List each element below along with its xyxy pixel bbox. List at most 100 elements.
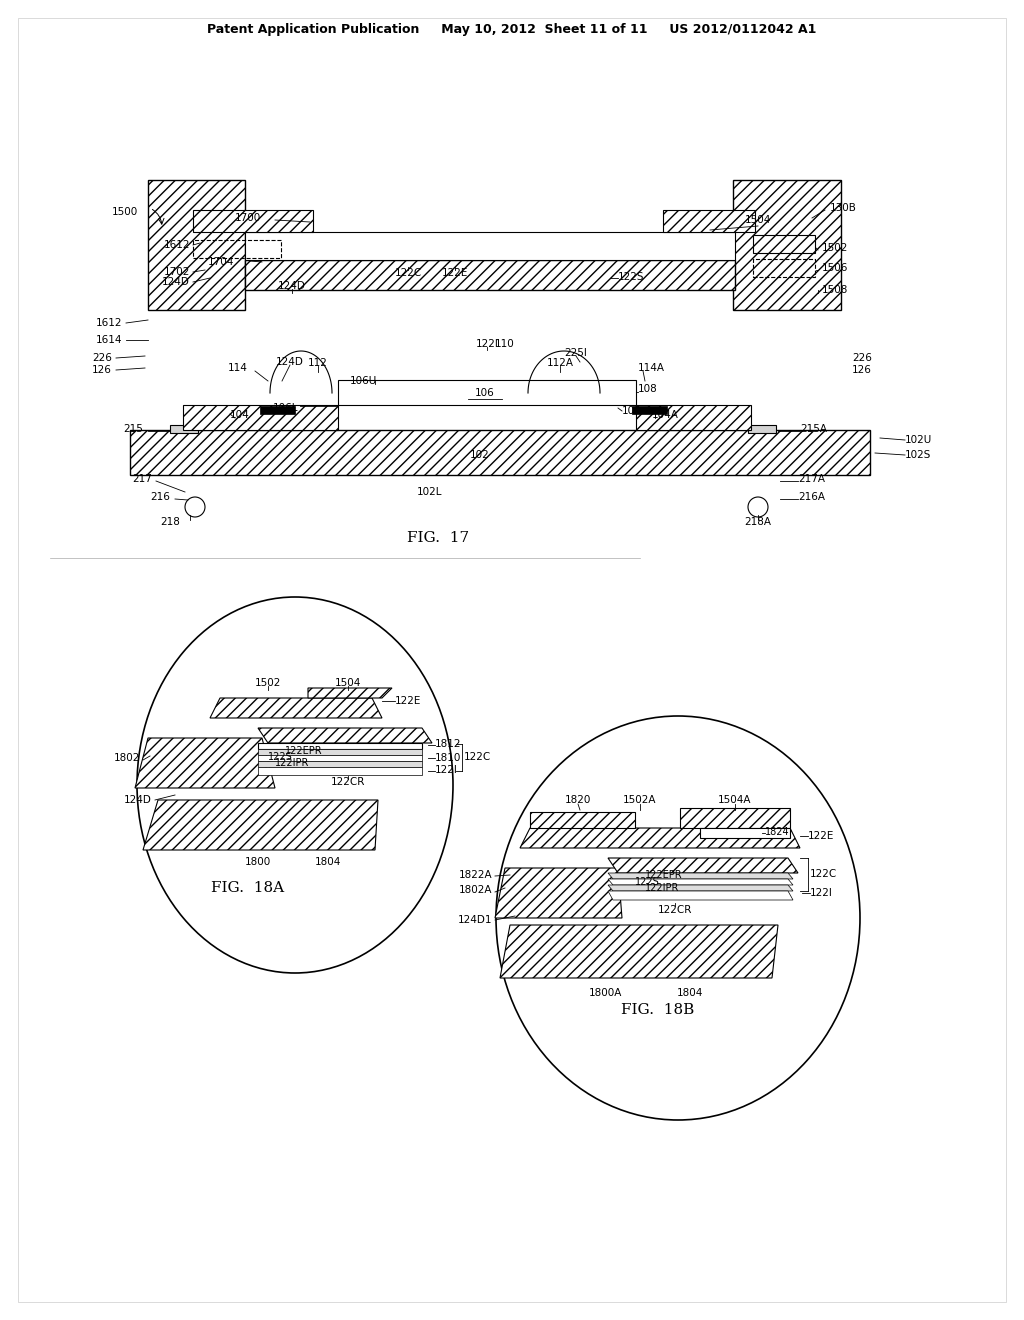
Text: 104A: 104A bbox=[652, 411, 679, 420]
Text: 1802A: 1802A bbox=[459, 884, 492, 895]
Text: 1822A: 1822A bbox=[459, 870, 492, 880]
Bar bbox=[663, 210, 755, 232]
Bar bbox=[193, 240, 281, 257]
Text: 1802: 1802 bbox=[114, 752, 140, 763]
Text: 215: 215 bbox=[123, 424, 143, 434]
Text: 126: 126 bbox=[852, 366, 871, 375]
Text: 126: 126 bbox=[92, 366, 112, 375]
Text: 122E: 122E bbox=[441, 268, 468, 279]
Text: 1700: 1700 bbox=[234, 213, 261, 223]
Text: 112A: 112A bbox=[547, 358, 573, 368]
Text: 124D: 124D bbox=[276, 356, 304, 367]
Text: 122C: 122C bbox=[394, 268, 422, 279]
Polygon shape bbox=[308, 688, 392, 698]
Text: 122IPR: 122IPR bbox=[275, 758, 309, 768]
Text: 1502: 1502 bbox=[822, 243, 848, 253]
Text: 226: 226 bbox=[92, 352, 112, 363]
Text: 108: 108 bbox=[638, 384, 657, 393]
Text: 1504: 1504 bbox=[744, 215, 771, 224]
Bar bbox=[636, 405, 751, 430]
Polygon shape bbox=[495, 869, 622, 917]
Text: 122I: 122I bbox=[810, 888, 833, 898]
Text: 109: 109 bbox=[622, 407, 642, 416]
Text: Patent Application Publication     May 10, 2012  Sheet 11 of 11     US 2012/0112: Patent Application Publication May 10, 2… bbox=[207, 24, 817, 37]
Text: 1614: 1614 bbox=[95, 335, 122, 345]
Polygon shape bbox=[143, 800, 378, 850]
Text: 106U: 106U bbox=[350, 376, 377, 385]
Text: 1810: 1810 bbox=[435, 752, 462, 763]
Text: 1702: 1702 bbox=[164, 267, 190, 277]
Text: 218A: 218A bbox=[744, 517, 771, 527]
Text: 1824: 1824 bbox=[765, 828, 790, 837]
Text: 124D: 124D bbox=[124, 795, 152, 805]
Text: 124D1: 124D1 bbox=[458, 915, 492, 925]
Bar bbox=[170, 425, 198, 433]
Text: FIG.  18A: FIG. 18A bbox=[211, 880, 285, 895]
Text: 1612: 1612 bbox=[164, 240, 190, 249]
Text: 122EPR: 122EPR bbox=[645, 870, 683, 880]
Text: 122E: 122E bbox=[395, 696, 421, 706]
Text: 122C: 122C bbox=[810, 869, 838, 879]
Text: 1800A: 1800A bbox=[589, 987, 622, 998]
Polygon shape bbox=[258, 729, 432, 743]
Text: 1504A: 1504A bbox=[718, 795, 752, 805]
Bar bbox=[148, 180, 245, 310]
Text: 102: 102 bbox=[470, 450, 489, 459]
Polygon shape bbox=[700, 828, 790, 838]
Bar bbox=[753, 235, 815, 253]
Text: 217: 217 bbox=[132, 474, 152, 484]
Text: 1508: 1508 bbox=[822, 285, 848, 294]
Polygon shape bbox=[258, 743, 422, 748]
Text: 124D: 124D bbox=[162, 277, 190, 286]
Polygon shape bbox=[608, 858, 798, 873]
Polygon shape bbox=[258, 755, 422, 762]
Text: 122CR: 122CR bbox=[657, 906, 692, 915]
Bar bbox=[733, 180, 841, 310]
Text: 124D: 124D bbox=[279, 281, 306, 290]
Polygon shape bbox=[258, 748, 422, 755]
Polygon shape bbox=[258, 767, 422, 775]
Polygon shape bbox=[608, 891, 793, 900]
Text: 1500: 1500 bbox=[112, 207, 138, 216]
Circle shape bbox=[185, 498, 205, 517]
Polygon shape bbox=[135, 738, 275, 788]
Text: 114: 114 bbox=[228, 363, 248, 374]
Text: 218: 218 bbox=[160, 517, 180, 527]
Text: 1812: 1812 bbox=[435, 739, 462, 748]
Text: 122I: 122I bbox=[475, 339, 499, 348]
Text: FIG.  17: FIG. 17 bbox=[407, 531, 469, 545]
Circle shape bbox=[748, 498, 768, 517]
Polygon shape bbox=[680, 808, 790, 828]
Text: 1506: 1506 bbox=[822, 263, 848, 273]
Polygon shape bbox=[210, 698, 382, 718]
Bar bbox=[338, 380, 636, 405]
Text: 106: 106 bbox=[475, 388, 495, 399]
Text: 1612: 1612 bbox=[95, 318, 122, 327]
Text: 122C: 122C bbox=[464, 752, 492, 762]
Polygon shape bbox=[608, 873, 793, 879]
Polygon shape bbox=[608, 884, 793, 891]
Text: 216: 216 bbox=[151, 492, 170, 502]
Text: 226: 226 bbox=[852, 352, 871, 363]
Bar bbox=[260, 407, 295, 414]
Text: 122IPR: 122IPR bbox=[645, 883, 679, 894]
Bar bbox=[748, 425, 776, 433]
Polygon shape bbox=[258, 762, 422, 767]
Text: 216A: 216A bbox=[798, 492, 825, 502]
Text: 1800: 1800 bbox=[245, 857, 271, 867]
Text: FIG.  18B: FIG. 18B bbox=[622, 1003, 694, 1016]
Text: 1502: 1502 bbox=[255, 678, 282, 688]
Polygon shape bbox=[500, 925, 778, 978]
Text: 130B: 130B bbox=[830, 203, 857, 213]
Polygon shape bbox=[520, 828, 800, 847]
Text: 122CR: 122CR bbox=[331, 777, 366, 787]
Bar bbox=[130, 430, 870, 475]
Text: 122S: 122S bbox=[635, 876, 659, 887]
Text: 102L: 102L bbox=[417, 487, 442, 498]
Text: 225I: 225I bbox=[564, 348, 588, 358]
Polygon shape bbox=[608, 879, 793, 884]
Bar bbox=[245, 232, 735, 260]
Text: 112: 112 bbox=[308, 358, 328, 368]
Text: 1704: 1704 bbox=[208, 257, 234, 267]
Text: 217A: 217A bbox=[798, 474, 825, 484]
